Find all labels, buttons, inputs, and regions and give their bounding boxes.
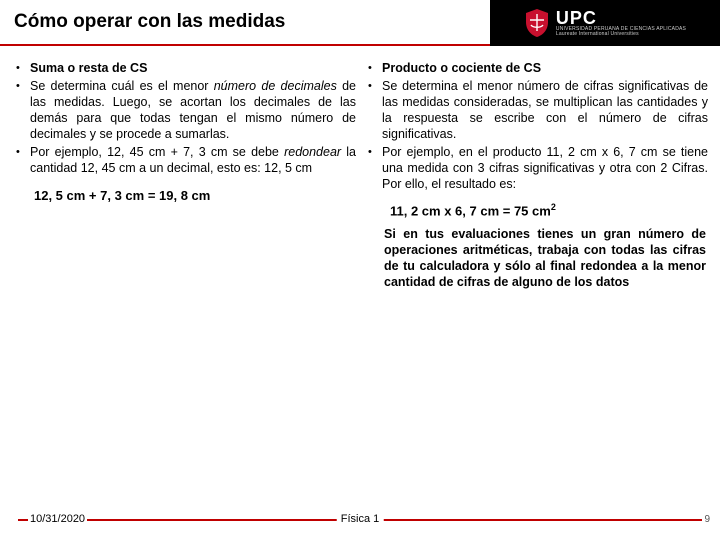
left-bullet-2: • Se determina cuál es el menor número d… xyxy=(12,78,356,142)
left-text-3: Por ejemplo, 12, 45 cm + 7, 3 cm se debe… xyxy=(30,144,356,176)
right-result: 11, 2 cm x 6, 7 cm = 75 cm2 xyxy=(364,202,708,218)
footer-page: 9 xyxy=(704,514,710,525)
right-heading: Producto o cociente de CS xyxy=(382,60,708,76)
bullet-dot: • xyxy=(364,78,382,142)
logo-sub-2: Laureate International Universities xyxy=(556,32,686,37)
left-column: • Suma o resta de CS • Se determina cuál… xyxy=(12,60,356,290)
university-logo: UPC UNIVERSIDAD PERUANA DE CIENCIAS APLI… xyxy=(490,0,720,46)
slide-header: Cómo operar con las medidas UPC UNIVERSI… xyxy=(0,0,720,46)
right-bullet-2: • Se determina el menor número de cifras… xyxy=(364,78,708,142)
title-wrap: Cómo operar con las medidas xyxy=(0,0,490,46)
shield-icon xyxy=(524,8,550,38)
left-heading: Suma o resta de CS xyxy=(30,60,356,76)
right-bullet-1: • Producto o cociente de CS xyxy=(364,60,708,76)
right-text-2: Se determina el menor número de cifras s… xyxy=(382,78,708,142)
footer-date: 10/31/2020 xyxy=(28,513,87,525)
slide-title: Cómo operar con las medidas xyxy=(14,11,490,33)
right-text-3: Por ejemplo, en el producto 11, 2 cm x 6… xyxy=(382,144,708,192)
left-bullet-3: • Por ejemplo, 12, 45 cm + 7, 3 cm se de… xyxy=(12,144,356,176)
logo-text: UPC UNIVERSIDAD PERUANA DE CIENCIAS APLI… xyxy=(556,9,686,37)
bullet-dot: • xyxy=(364,60,382,76)
evaluation-note: Si en tus evaluaciones tienes un gran nú… xyxy=(364,226,708,290)
right-column: • Producto o cociente de CS • Se determi… xyxy=(364,60,708,290)
right-bullet-3: • Por ejemplo, en el producto 11, 2 cm x… xyxy=(364,144,708,192)
footer: 10/31/2020 Física 1 9 xyxy=(0,510,720,528)
bullet-dot: • xyxy=(364,144,382,192)
content-area: • Suma o resta de CS • Se determina cuál… xyxy=(0,46,720,290)
left-text-2: Se determina cuál es el menor número de … xyxy=(30,78,356,142)
logo-main: UPC xyxy=(556,9,686,27)
footer-course: Física 1 xyxy=(337,513,384,525)
left-bullet-1: • Suma o resta de CS xyxy=(12,60,356,76)
left-result: 12, 5 cm + 7, 3 cm = 19, 8 cm xyxy=(12,188,356,203)
bullet-dot: • xyxy=(12,144,30,176)
bullet-dot: • xyxy=(12,60,30,76)
bullet-dot: • xyxy=(12,78,30,142)
superscript: 2 xyxy=(551,202,556,212)
